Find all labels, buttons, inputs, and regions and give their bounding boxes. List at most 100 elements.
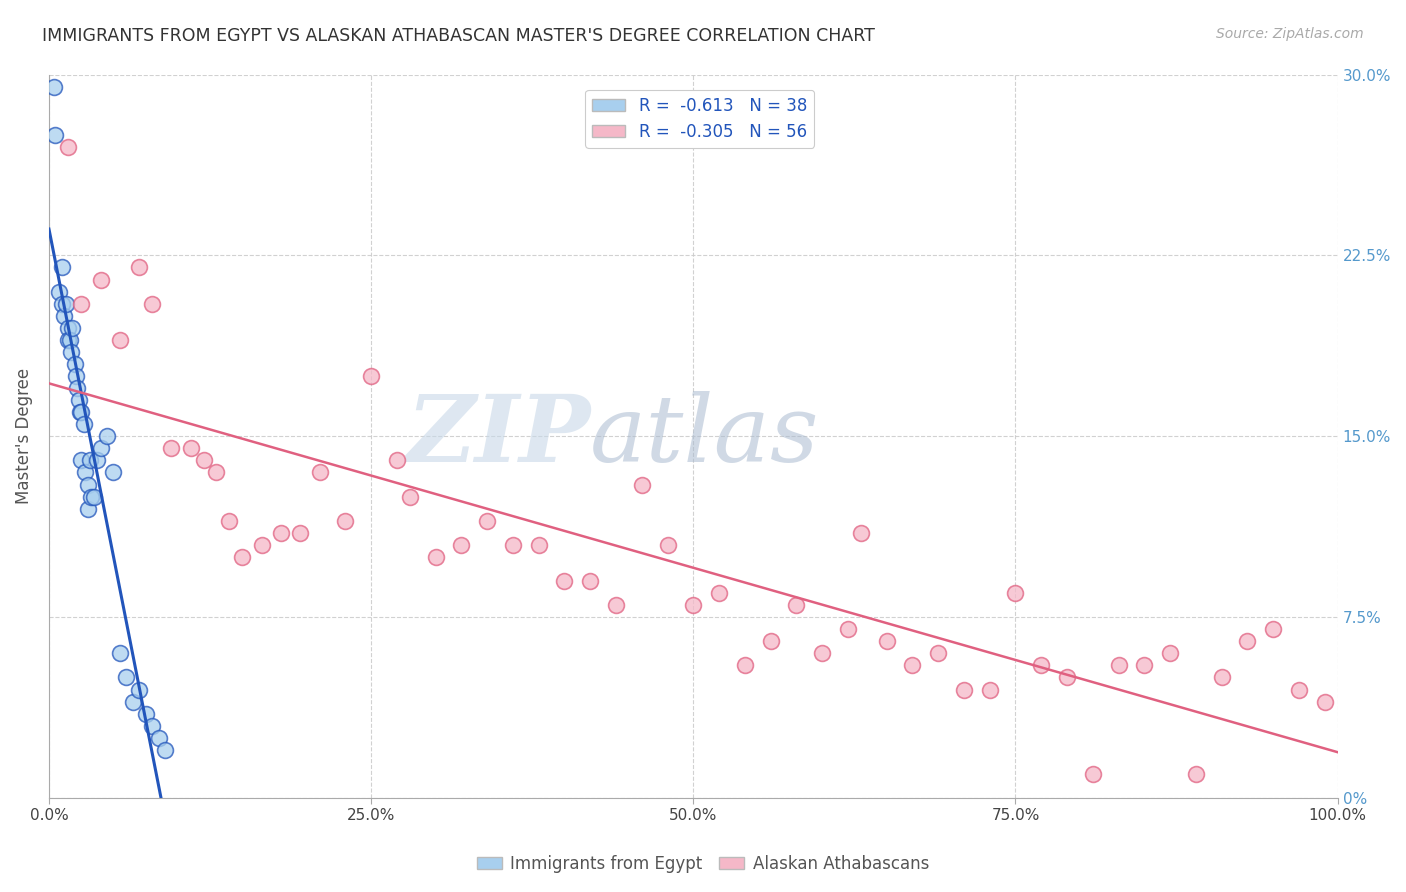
Point [785, 598, 807, 612]
Text: IMMIGRANTS FROM EGYPT VS ALASKAN ATHABASCAN MASTER'S DEGREE CORRELATION CHART: IMMIGRANTS FROM EGYPT VS ALASKAN ATHABAS… [42, 27, 875, 45]
Point [108, 333, 131, 347]
Point [141, 296, 163, 310]
Point [115, 670, 138, 684]
Point [58, 140, 80, 154]
Point [103, 466, 125, 480]
Point [51, 260, 73, 275]
Point [70, 296, 93, 310]
Point [48, 285, 70, 299]
Point [58, 333, 80, 347]
Point [51, 296, 73, 310]
Point [86, 453, 108, 467]
Point [66, 381, 89, 395]
Point [398, 490, 420, 504]
Point [579, 574, 602, 588]
Point [70, 453, 93, 467]
Point [1108, 658, 1130, 673]
Point [70, 405, 93, 419]
Point [218, 514, 240, 528]
Point [360, 369, 382, 384]
Point [1313, 695, 1336, 709]
Point [73, 466, 96, 480]
Point [1031, 658, 1053, 673]
Point [79, 453, 101, 467]
Point [67, 393, 90, 408]
Point [80, 490, 103, 504]
Point [1236, 634, 1258, 648]
Point [108, 646, 131, 660]
Point [63, 357, 86, 371]
Point [475, 514, 498, 528]
Point [1263, 622, 1285, 636]
Point [55, 296, 77, 310]
Point [250, 538, 273, 552]
Point [502, 538, 524, 552]
Point [734, 658, 756, 673]
Legend: Immigrants from Egypt, Alaskan Athabascans: Immigrants from Egypt, Alaskan Athabasca… [471, 848, 935, 880]
Point [270, 525, 292, 540]
Point [527, 538, 550, 552]
Point [876, 634, 898, 648]
Point [153, 743, 176, 757]
Legend: R =  -0.613   N = 38, R =  -0.305   N = 56: R = -0.613 N = 38, R = -0.305 N = 56 [585, 90, 814, 148]
Point [180, 442, 202, 456]
Point [707, 586, 730, 600]
Point [73, 417, 96, 432]
Point [1288, 682, 1310, 697]
Point [1185, 767, 1208, 781]
Point [76, 501, 98, 516]
Text: atlas: atlas [591, 392, 820, 482]
Point [682, 598, 704, 612]
Point [231, 549, 253, 564]
Point [53, 309, 76, 323]
Point [65, 369, 87, 384]
Point [1159, 646, 1181, 660]
Point [308, 466, 330, 480]
Point [837, 622, 859, 636]
Point [59, 344, 82, 359]
Point [89, 272, 111, 286]
Point [1081, 767, 1104, 781]
Point [450, 538, 472, 552]
Point [1056, 670, 1078, 684]
Point [42, 79, 65, 94]
Point [58, 333, 80, 347]
Point [630, 477, 652, 491]
Point [193, 453, 215, 467]
Point [128, 682, 150, 697]
Point [290, 525, 312, 540]
Point [60, 320, 83, 334]
Point [335, 514, 357, 528]
Point [83, 490, 105, 504]
Point [128, 260, 150, 275]
Point [1004, 586, 1026, 600]
Point [148, 731, 170, 745]
Point [425, 549, 447, 564]
Point [953, 682, 976, 697]
Point [160, 442, 183, 456]
Point [759, 634, 782, 648]
Point [121, 695, 143, 709]
Point [135, 706, 157, 721]
Point [385, 453, 408, 467]
Text: Source: ZipAtlas.com: Source: ZipAtlas.com [1216, 27, 1364, 41]
Point [141, 719, 163, 733]
Point [849, 525, 872, 540]
Y-axis label: Master's Degree: Master's Degree [15, 368, 32, 504]
Text: ZIP: ZIP [406, 392, 591, 482]
Point [44, 128, 66, 142]
Point [811, 646, 834, 660]
Point [58, 320, 80, 334]
Point [605, 598, 627, 612]
Point [205, 466, 228, 480]
Point [1133, 658, 1156, 673]
Point [69, 405, 91, 419]
Point [979, 682, 1001, 697]
Point [657, 538, 679, 552]
Point [901, 658, 924, 673]
Point [96, 429, 118, 443]
Point [1211, 670, 1233, 684]
Point [553, 574, 575, 588]
Point [89, 442, 111, 456]
Point [76, 477, 98, 491]
